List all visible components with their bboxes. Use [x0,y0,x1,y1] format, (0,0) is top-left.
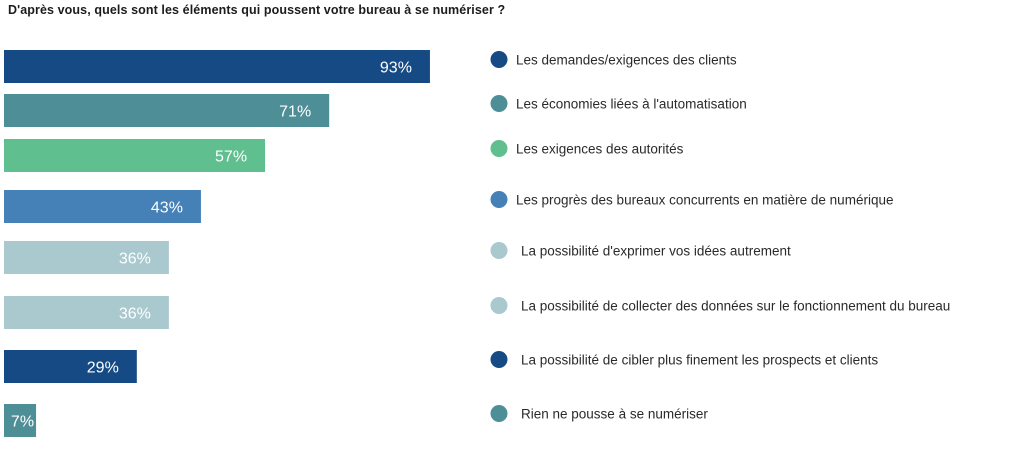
legend-label-7: La possibilité de cibler plus finement l… [521,353,878,368]
legend-marker-6 [491,297,508,314]
legend-marker-7 [491,351,508,368]
bar-value-label-6: 36% [119,306,151,323]
legend-label-1: Les demandes/exigences des clients [516,53,737,68]
bar-value-label-1: 93% [380,60,412,77]
bar-value-label-2: 71% [279,104,311,121]
bar-value-label-7: 29% [87,360,119,377]
bar-1 [4,50,430,83]
legend-label-6: La possibilité de collecter des données … [521,299,950,314]
legend-label-8: Rien ne pousse à se numériser [521,407,708,422]
legend-label-5: La possibilité d'exprimer vos idées autr… [521,244,791,259]
bar-value-label-8: 7% [11,414,34,431]
legend-marker-8 [491,405,508,422]
legend-marker-4 [491,191,508,208]
bar-value-label-4: 43% [151,200,183,217]
legend-label-3: Les exigences des autorités [516,142,684,157]
legend-marker-5 [491,242,508,259]
legend-marker-3 [491,140,508,157]
bar-value-label-3: 57% [215,149,247,166]
legend-marker-1 [491,51,508,68]
bar-value-label-5: 36% [119,251,151,268]
legend-marker-2 [491,95,508,112]
legend-label-2: Les économies liées à l'automatisation [516,97,747,112]
legend-label-4: Les progrès des bureaux concurrents en m… [516,193,893,208]
